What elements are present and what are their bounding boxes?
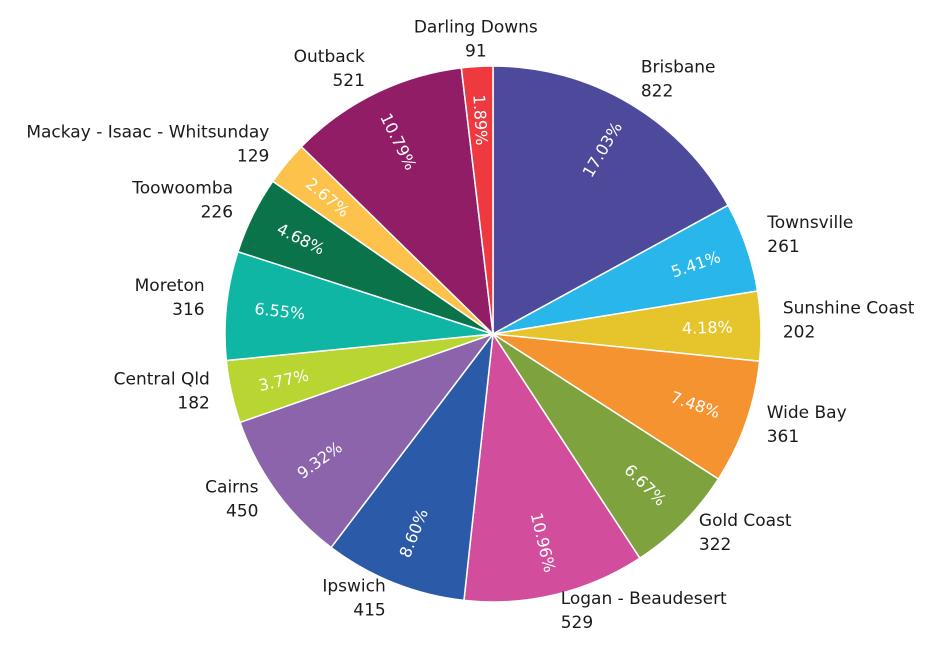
category-value: 822 [641, 82, 673, 102]
category-label-moreton: Moreton 316 [135, 276, 205, 320]
pie-slice-ipswich [329, 331, 495, 602]
category-value: 316 [172, 300, 204, 320]
category-name: Wide Bay [767, 403, 847, 423]
category-label-toowoomba: Toowoomba 226 [131, 178, 233, 222]
category-name: Townsville [766, 213, 853, 233]
category-name: Logan - Beaudesert [561, 589, 727, 609]
category-value: 415 [353, 600, 385, 620]
category-label-brisbane: Brisbane 822 [641, 58, 716, 102]
category-label-outback: Outback 521 [294, 47, 365, 91]
category-label-gold-coast: Gold Coast 322 [699, 511, 792, 555]
pie-slice-gold-coast [492, 333, 720, 560]
pie-slice-brisbane [492, 65, 730, 336]
category-labels: Brisbane 822 Townsville 261 Sunshine Coast 20… [26, 18, 914, 633]
category-name: Toowoomba [131, 178, 233, 198]
category-label-cairns: Cairns 450 [205, 478, 258, 522]
percent-label-sunshine-coast: 4.18% [682, 317, 733, 337]
category-label-central-qld: Central Qld 182 [114, 370, 210, 414]
category-name: Gold Coast [699, 511, 792, 531]
category-name: Ipswich [322, 576, 385, 596]
category-value: 91 [465, 42, 487, 62]
category-label-mackay-isaac-whitsunday: Mackay - Isaac - Whitsunday 129 [26, 122, 269, 166]
pie-slices [224, 65, 762, 603]
category-label-wide-bay: Wide Bay 361 [767, 403, 847, 447]
pie-slice-cairns [239, 332, 496, 549]
category-value: 322 [699, 535, 731, 555]
category-value: 521 [332, 71, 364, 91]
category-label-sunshine-coast: Sunshine Coast 202 [783, 298, 915, 342]
category-value: 129 [237, 146, 269, 166]
pie-slice-moreton [224, 250, 494, 362]
category-name: Moreton [135, 276, 205, 296]
category-value: 450 [226, 502, 258, 522]
category-name: Sunshine Coast [783, 298, 915, 318]
category-value: 529 [561, 613, 593, 633]
category-label-logan-beaudesert: Logan - Beaudesert 529 [561, 589, 727, 633]
category-name: Central Qld [114, 370, 210, 390]
category-value: 226 [201, 202, 233, 222]
category-value: 361 [767, 427, 799, 447]
category-value: 202 [783, 322, 815, 342]
category-name: Outback [294, 47, 365, 67]
category-name: Mackay - Isaac - Whitsunday [26, 122, 269, 142]
pie-slice-wide-bay [492, 333, 761, 481]
category-value: 182 [177, 394, 209, 414]
category-value: 261 [767, 237, 799, 257]
pie-slice-logan-beaudesert [463, 331, 641, 603]
percent-label-darling-downs: 1.89% [469, 94, 491, 146]
pie-slice-darling-downs [460, 65, 494, 335]
category-name: Brisbane [641, 58, 716, 78]
category-name: Cairns [205, 478, 258, 498]
pie-slice-outback [300, 67, 494, 337]
category-label-townsville: Townsville 261 [766, 213, 853, 257]
category-name: Darling Downs [414, 18, 538, 38]
category-label-darling-downs: Darling Downs 91 [414, 18, 538, 62]
category-label-ipswich: Ipswich 415 [322, 576, 385, 620]
